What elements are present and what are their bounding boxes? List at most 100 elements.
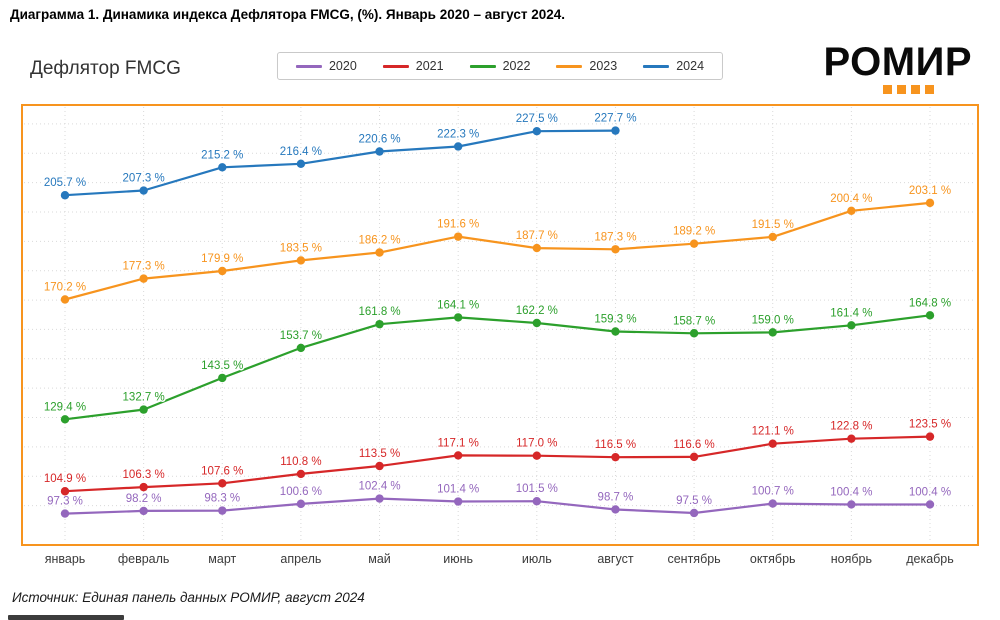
x-axis-label: февраль [118, 552, 170, 566]
source-note: Источник: Единая панель данных РОМИР, ав… [12, 590, 365, 605]
data-point [60, 295, 70, 304]
data-point [689, 239, 699, 248]
data-label: 110.8 % [280, 456, 321, 468]
data-label: 113.5 % [359, 448, 400, 460]
data-point [139, 186, 148, 195]
logo-square-icon [897, 85, 907, 94]
data-point [611, 505, 620, 514]
data-point [139, 405, 148, 414]
data-label: 101.4 % [437, 484, 479, 496]
legend-item-2020: 2020 [295, 59, 357, 73]
data-point [532, 318, 542, 328]
data-label: 215.2 % [201, 149, 243, 161]
series-line [63, 497, 932, 515]
data-label: 222.3 % [437, 128, 479, 140]
x-axis-label: декабрь [906, 552, 954, 566]
data-point [453, 232, 463, 241]
logo-square-icon [925, 85, 935, 94]
data-point [532, 243, 542, 253]
data-label: 187.7 % [516, 230, 558, 242]
x-axis-label: апрель [280, 552, 321, 566]
data-point [375, 461, 384, 471]
data-label: 107.6 % [201, 465, 243, 477]
data-label: 98.3 % [204, 493, 240, 505]
legend-label: 2020 [328, 59, 357, 73]
legend-item-2021: 2021 [382, 59, 444, 73]
data-point [847, 500, 856, 509]
data-label: 100.4 % [909, 486, 951, 498]
data-point [218, 163, 227, 172]
legend-item-2022: 2022 [469, 59, 531, 73]
data-label: 159.3 % [594, 313, 636, 325]
legend: 2020 2021 2022 2023 2024 [276, 52, 724, 80]
data-point [60, 509, 70, 518]
data-point [453, 142, 463, 151]
data-point [689, 329, 699, 338]
data-point [139, 482, 148, 492]
data-label: 143.5 % [201, 360, 243, 372]
data-label: 97.5 % [676, 495, 712, 507]
legend-swatch [643, 64, 670, 68]
x-axis-label: май [368, 552, 391, 566]
data-point [925, 500, 935, 509]
data-point [296, 499, 306, 509]
data-label: 129.4 % [44, 401, 86, 413]
data-label: 203.1 % [909, 185, 951, 197]
data-point [925, 311, 935, 320]
data-label: 205.7 % [44, 177, 86, 189]
series-2024: 205.7 % 207.3 % 215.2 % 216.4 % 220.6 % 222.3… [42, 111, 638, 200]
data-label: 186.2 % [358, 234, 400, 246]
data-point [689, 508, 699, 518]
legend-label: 2022 [502, 59, 531, 73]
data-label: 97.3 % [47, 496, 83, 508]
data-label: 179.9 % [201, 253, 243, 265]
document-title: Диаграмма 1. Динамика индекса Дефлятора … [10, 7, 566, 22]
data-label: 207.3 % [123, 173, 165, 185]
chart-title: Дефлятор FMCG [30, 58, 181, 79]
data-point [218, 506, 227, 515]
data-point [611, 126, 620, 135]
data-label: 189.2 % [673, 226, 715, 238]
x-axis-label: март [208, 552, 236, 566]
data-label: 191.5 % [752, 219, 794, 231]
data-point [689, 452, 699, 462]
data-label: 227.5 % [516, 113, 558, 125]
data-label: 116.6 % [673, 439, 714, 451]
data-label: 101.5 % [516, 483, 558, 495]
x-axis: январь февраль март апрель май июнь июль август… [45, 552, 954, 566]
data-label: 191.6 % [437, 219, 479, 231]
data-point [768, 328, 777, 337]
data-label: 117.1 % [438, 437, 479, 449]
legend-swatch [295, 64, 322, 68]
data-label: 227.7 % [594, 113, 636, 125]
series-line [63, 129, 617, 197]
data-label: 100.4 % [830, 486, 872, 498]
data-label: 161.8 % [358, 306, 400, 318]
data-point [139, 274, 148, 283]
data-point [218, 266, 227, 276]
data-label: 106.3 % [123, 469, 165, 481]
series-2021: 104.9 % 106.3 % 107.6 % 110.8 % 113.5 % 117.1… [42, 417, 953, 496]
data-point [60, 415, 70, 424]
data-point [453, 497, 463, 506]
data-point [375, 248, 384, 257]
data-label: 104.9 % [44, 473, 86, 485]
cropped-next-caption-fragment [8, 615, 124, 620]
legend-swatch [382, 64, 409, 68]
data-point [532, 451, 542, 460]
data-point [847, 321, 856, 330]
legend-swatch [469, 64, 496, 68]
data-point [768, 439, 777, 448]
data-label: 161.4 % [830, 307, 872, 319]
romir-logo-squares-icon [883, 85, 972, 94]
data-point [296, 159, 306, 169]
data-label: 164.1 % [437, 299, 479, 311]
data-label: 159.0 % [752, 314, 794, 326]
legend-item-2024: 2024 [643, 59, 704, 73]
data-point [925, 198, 935, 208]
data-point [218, 479, 227, 488]
legend-item-2023: 2023 [556, 59, 617, 73]
data-point [375, 319, 384, 329]
